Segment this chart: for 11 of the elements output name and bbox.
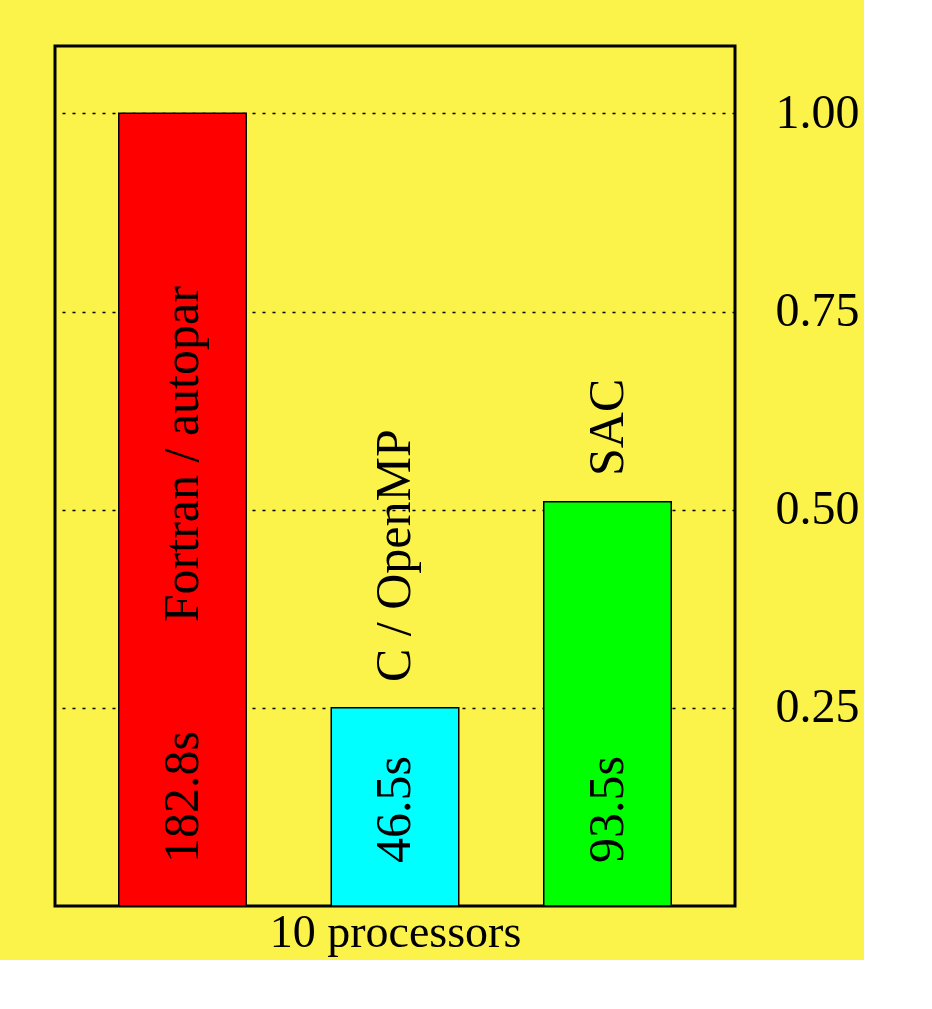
annotation: 46.5s — [365, 756, 421, 863]
y-tick-label: 0.50 — [775, 481, 860, 535]
y-tick-label: 0.75 — [775, 283, 860, 337]
x-tick-label: Fortran / autopar — [152, 285, 209, 623]
annotation: 182.8s — [152, 731, 209, 863]
x-axis-title: 10 processors — [269, 905, 522, 957]
y-tick-label: 1.00 — [775, 84, 860, 138]
y-tick-label: 0.25 — [775, 679, 860, 733]
x-tick-label: SAC — [577, 378, 634, 476]
annotation: 93.5s — [577, 756, 634, 863]
x-tick-label: C / OpenMP — [365, 429, 421, 683]
